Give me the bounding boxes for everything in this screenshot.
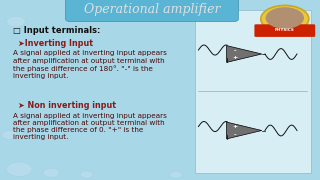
FancyBboxPatch shape [254,24,315,37]
Circle shape [170,171,182,178]
Text: -: - [233,48,236,53]
Circle shape [6,162,32,176]
Circle shape [6,16,26,27]
Text: ➤Inverting Input: ➤Inverting Input [18,39,92,48]
FancyBboxPatch shape [66,0,238,22]
Polygon shape [227,46,262,62]
Text: +: + [232,124,237,129]
Circle shape [2,130,18,140]
FancyBboxPatch shape [195,10,311,173]
Text: -: - [233,132,236,137]
Circle shape [261,5,309,32]
Polygon shape [227,122,262,139]
Circle shape [43,168,59,177]
Text: Operational amplifier: Operational amplifier [84,3,220,15]
Text: +: + [232,55,237,60]
Text: ➤ Non inverting input: ➤ Non inverting input [18,101,116,110]
Circle shape [80,171,93,178]
Text: A signal applied at inverting input appears
after amplification at output termin: A signal applied at inverting input appe… [13,112,167,140]
Text: A signal applied at inverting input appears
after amplification at output termin: A signal applied at inverting input appe… [13,50,167,79]
Text: PHYSICS: PHYSICS [275,28,295,32]
Circle shape [266,7,304,29]
Text: □ Input terminals:: □ Input terminals: [13,26,100,35]
